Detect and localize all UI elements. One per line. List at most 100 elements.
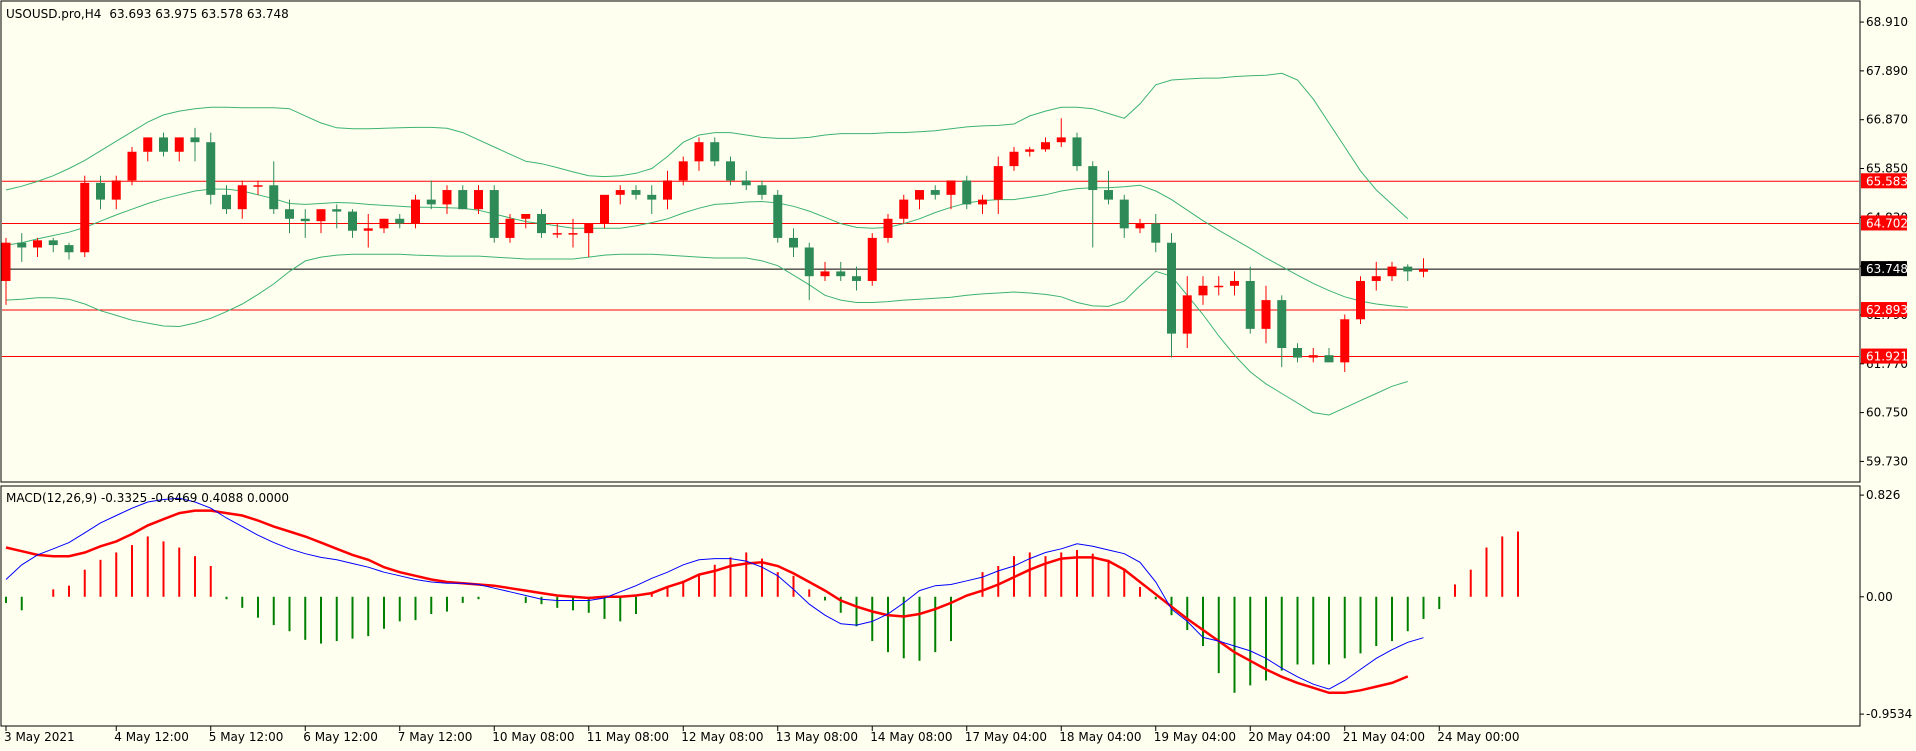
candle-body [647, 194, 657, 200]
candle-body [852, 276, 861, 281]
candle-body [379, 218, 389, 229]
candle-body [915, 190, 924, 200]
candle-body [552, 233, 562, 235]
level-price-label: 64.702 [1866, 216, 1908, 230]
candle-body [1340, 319, 1350, 363]
price-axis-label: 67.890 [1866, 64, 1908, 78]
candle-body [1151, 223, 1161, 243]
level-price-tag [1861, 302, 1907, 318]
candle-body [1135, 223, 1145, 229]
time-axis-label: 11 May 08:00 [587, 730, 669, 744]
price-axis-label: 59.730 [1866, 454, 1908, 468]
axis-labels: 68.91067.89066.87065.85064.83063.81062.7… [4, 15, 1912, 744]
candle-body [1056, 137, 1066, 143]
time-axis-label: 20 May 04:00 [1248, 730, 1330, 744]
candle-body [773, 194, 783, 238]
price-pane-border [0, 0, 1861, 483]
candle-body [1009, 151, 1019, 167]
macd-axis-label: 0.826 [1866, 488, 1900, 502]
macd-axis-label: -0.9534 [1866, 707, 1912, 721]
candle-body [17, 242, 27, 248]
macd-main-line [5, 497, 1424, 690]
time-axis-label: 19 May 04:00 [1154, 730, 1236, 744]
candle-body [899, 199, 909, 219]
candle-body [930, 190, 940, 195]
candle-body [190, 137, 200, 143]
time-axis-label: 13 May 08:00 [776, 730, 858, 744]
candle-body [489, 190, 499, 238]
ohlc-values: 63.693 63.975 63.578 63.748 [109, 7, 288, 21]
candle-body [1119, 199, 1129, 229]
price-axis-label: 68.910 [1866, 15, 1908, 29]
candle-body [1419, 269, 1428, 272]
time-axis-label: 10 May 08:00 [492, 730, 574, 744]
candle-body [946, 180, 956, 195]
time-axis-label: 21 May 04:00 [1343, 730, 1425, 744]
time-axis-label: 7 May 12:00 [398, 730, 473, 744]
candle-body [1230, 280, 1239, 286]
candle-body [804, 247, 814, 277]
candle-body [867, 237, 877, 281]
candle-body [332, 209, 342, 212]
candle-body [978, 199, 987, 205]
level-price-tag [1861, 348, 1907, 364]
candle-body [1104, 190, 1113, 200]
time-axis-label: 24 May 00:00 [1437, 730, 1519, 744]
candle-body [993, 166, 1003, 200]
time-axis-label: 12 May 08:00 [681, 730, 763, 744]
level-price-label: 61.921 [1866, 350, 1908, 364]
candle-body [143, 137, 153, 152]
candle-body [1088, 166, 1098, 191]
candle-body [1167, 242, 1176, 334]
price-pane[interactable] [1, 72, 1860, 416]
candle-body [1277, 300, 1287, 348]
candle-body [174, 137, 184, 152]
candle-body [111, 180, 121, 200]
candle-body [1403, 266, 1413, 272]
candle-body [237, 185, 247, 210]
candle-body [1245, 280, 1255, 329]
candle-body [96, 182, 105, 200]
level-price-label: 62.893 [1866, 303, 1908, 317]
candle-body [741, 180, 751, 186]
candle-body [253, 185, 263, 187]
candle-body [206, 142, 216, 195]
candle-body [1371, 276, 1381, 281]
candle-body [584, 223, 594, 234]
candle-body [757, 185, 767, 195]
symbol-label: USOUSD.pro,H4 [6, 7, 101, 21]
candle-body [300, 218, 310, 222]
macd-signal-line [5, 509, 1409, 695]
candle-body [80, 182, 90, 253]
candle-body [505, 218, 515, 238]
time-axis-label: 4 May 12:00 [114, 730, 189, 744]
time-axis-label: 5 May 12:00 [209, 730, 284, 744]
candle-body [1198, 285, 1208, 296]
candle-body [48, 240, 58, 246]
candle-body [600, 194, 609, 224]
candle-body [426, 199, 436, 205]
candle-body [631, 190, 641, 195]
candle-body [615, 190, 625, 195]
macd-pane[interactable] [5, 497, 1519, 695]
candle-body [1324, 355, 1334, 363]
candle-body [789, 237, 798, 248]
candle-body [222, 194, 231, 210]
candle-body [663, 180, 672, 200]
time-axis-label: 6 May 12:00 [303, 730, 378, 744]
candle-body [458, 190, 468, 210]
candle-body [363, 228, 373, 231]
candle-body [710, 142, 720, 162]
current-price-label: 63.748 [1866, 262, 1908, 276]
current-price-tag [1861, 261, 1907, 277]
time-axis-label: 14 May 08:00 [870, 730, 952, 744]
level-price-tag [1861, 173, 1907, 189]
candle-body [64, 245, 74, 253]
candle-body [316, 209, 326, 222]
macd-header: MACD(12,26,9) -0.3325 -0.6469 0.4088 0.0… [6, 491, 289, 505]
candle-body [474, 190, 483, 210]
candle-body [1025, 149, 1035, 152]
